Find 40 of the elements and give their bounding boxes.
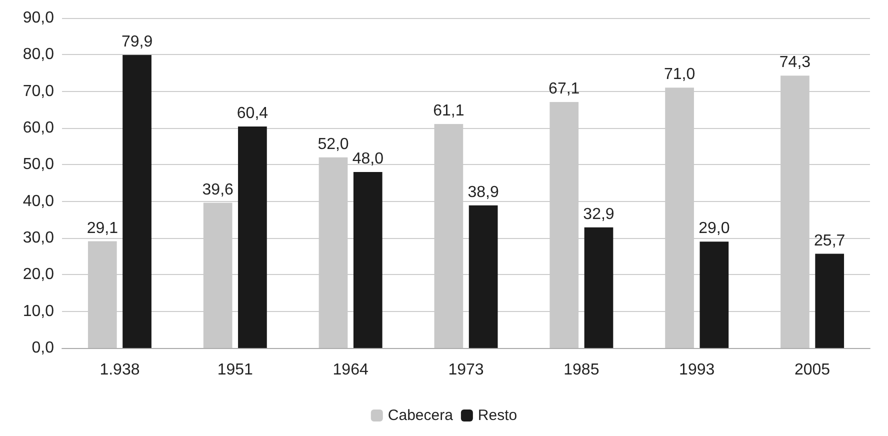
bar (815, 254, 844, 348)
data-label: 74,3 (779, 54, 811, 72)
data-label: 71,0 (664, 66, 696, 84)
bar (238, 126, 267, 348)
y-tick-label: 50,0 (22, 156, 54, 174)
x-tick-label: 2005 (794, 362, 830, 378)
legend-label: Cabecera (388, 407, 454, 424)
data-label: 38,9 (468, 184, 499, 201)
y-tick-label: 20,0 (22, 266, 54, 284)
data-label: 32,9 (583, 206, 614, 223)
bar (700, 242, 729, 348)
data-label: 29,0 (698, 220, 730, 238)
data-label: 67,1 (548, 80, 580, 98)
x-tick-label: 1993 (679, 362, 715, 378)
y-tick-label: 80,0 (22, 46, 54, 64)
y-tick-label: 60,0 (22, 120, 54, 136)
y-tick-label: 40,0 (22, 192, 54, 210)
data-label: 60,4 (236, 105, 268, 122)
y-tick-label: 90,0 (22, 10, 54, 26)
bar (353, 172, 382, 348)
x-tick-label: 1985 (564, 362, 600, 378)
bar (584, 227, 614, 348)
bar (468, 205, 498, 348)
y-tick-label: 30,0 (22, 230, 54, 246)
x-tick-label: 1.938 (100, 362, 140, 378)
legend-label: Resto (478, 407, 518, 424)
data-label: 25,7 (814, 232, 846, 250)
data-label: 79,9 (121, 34, 153, 51)
x-tick-label: 1973 (448, 362, 484, 378)
y-tick-label: 10,0 (22, 302, 54, 320)
y-tick-label: 0,0 (32, 340, 54, 356)
data-label: 48,0 (352, 150, 384, 168)
data-label: 29,1 (86, 220, 118, 237)
bar (122, 55, 152, 348)
y-tick-label: 70,0 (22, 82, 54, 100)
data-label: 52,0 (318, 136, 349, 153)
data-label: 61,1 (433, 102, 464, 120)
data-label: 39,6 (202, 181, 234, 198)
x-tick-label: 1951 (217, 362, 254, 378)
x-tick-label: 1964 (332, 362, 368, 378)
